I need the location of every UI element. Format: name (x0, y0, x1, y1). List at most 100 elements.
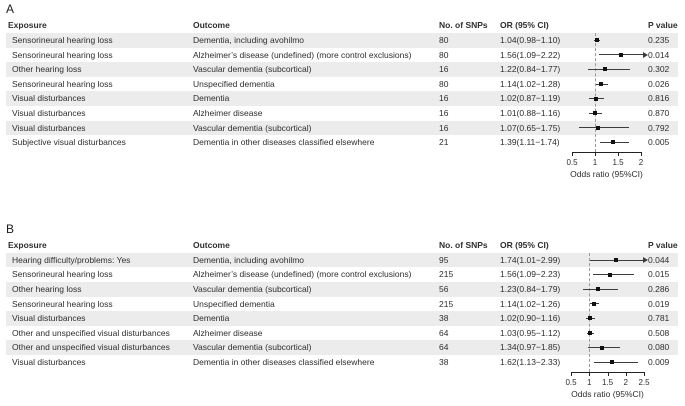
exposure-cell: Visual disturbances (12, 313, 86, 324)
ci-line (578, 127, 630, 129)
col-header-snps: No. of SNPs (439, 240, 488, 250)
pvalue-cell: 0.009 (648, 356, 670, 367)
or-ci-cell: 1.56(1.09−2.23) (500, 269, 561, 280)
or-marker (596, 125, 601, 130)
pvalue-cell: 0.044 (648, 254, 670, 265)
snps-cell: 16 (439, 64, 449, 75)
ci-line (587, 68, 631, 70)
pvalue-cell: 0.005 (648, 137, 670, 148)
or-marker (594, 38, 599, 43)
pvalue-cell: 0.235 (648, 35, 670, 46)
panel-rows-0: Sensorineural hearing loss Dementia, incl… (6, 33, 678, 150)
exposure-cell: Hearing difficulty/problems: Yes (12, 254, 131, 265)
exposure-cell: Other and unspecified visual disturbance… (12, 327, 170, 338)
exposure-cell: Visual disturbances (12, 122, 86, 133)
outcome-cell: Vascular dementia (subcortical) (193, 64, 312, 75)
col-header-exposure: Exposure (8, 20, 47, 31)
pvalue-cell: 0.870 (648, 108, 670, 119)
reference-line (589, 252, 591, 372)
snps-cell: 80 (439, 49, 449, 60)
axis-tick-label: 0.5 (566, 157, 578, 167)
table-row: Visual disturbances Dementia 16 1.02(0.87−1… (6, 91, 678, 106)
col-header-or: OR (95% CI) (500, 240, 549, 250)
or-ci-cell: 1.01(0.88−1.16) (500, 108, 561, 119)
panel-b-label: B (6, 221, 15, 236)
or-ci-cell: 1.74(1.01−2.99) (500, 254, 561, 265)
col-header-plot-spacer (563, 238, 642, 253)
or-ci-cell: 1.07(0.65−1.75) (500, 122, 561, 133)
or-ci-cell: 1.62(1.13−2.33) (500, 356, 561, 367)
plot-cell (563, 62, 642, 77)
exposure-cell: Visual disturbances (12, 108, 86, 119)
header-row: Exposure Outcome No. of SNPs OR (95% CI)… (6, 18, 678, 33)
or-ci-cell: 1.14(1.02−1.28) (500, 78, 561, 89)
outcome-cell: Alzheimer disease (193, 108, 263, 119)
snps-cell: 16 (439, 93, 449, 104)
snps-cell: 215 (439, 298, 454, 309)
exposure-cell: Other and unspecified visual disturbance… (12, 342, 170, 353)
axis-tick (589, 371, 591, 376)
snps-cell: 95 (439, 254, 449, 265)
or-ci-cell: 1.03(0.95−1.12) (500, 327, 561, 338)
snps-cell: 80 (439, 78, 449, 89)
exposure-cell: Sensorineural hearing loss (12, 35, 113, 46)
or-marker (593, 96, 598, 101)
table-row: Visual disturbances Alzheimer disease 16 1.… (6, 106, 678, 121)
or-ci-cell: 1.34(0.97−1.85) (500, 342, 561, 353)
plot-cell (563, 267, 642, 282)
panel-a-table: Exposure Outcome No. of SNPs OR (95% CI)… (6, 18, 678, 186)
table-row: Sensorineural hearing loss Alzheimer’s di… (6, 267, 678, 282)
pvalue-cell: 0.508 (648, 327, 670, 338)
or-marker (607, 272, 612, 277)
pvalue-cell: 0.286 (648, 283, 670, 294)
outcome-cell: Alzheimer’s disease (undefined) (more co… (193, 49, 412, 60)
outcome-cell: Dementia (193, 93, 230, 104)
or-ci-cell: 1.14(1.02−1.26) (500, 298, 561, 309)
or-marker (610, 140, 615, 145)
table-row: Sensorineural hearing loss Alzheimer’s di… (6, 48, 678, 63)
exposure-cell: Other hearing loss (12, 283, 82, 294)
pvalue-cell: 0.816 (648, 93, 670, 104)
table-row: Hearing difficulty/problems: Yes Dementia… (6, 252, 678, 268)
outcome-cell: Alzheimer’s disease (undefined) (more co… (193, 269, 412, 280)
table-row: Visual disturbances Dementia in other dis… (6, 355, 678, 370)
or-marker (592, 301, 597, 306)
plot-cell (563, 91, 642, 106)
col-header-outcome: Outcome (193, 20, 230, 31)
outcome-cell: Dementia, including avohilmo (193, 35, 305, 46)
col-header-exposure: Exposure (8, 240, 47, 250)
or-marker (593, 111, 598, 116)
outcome-cell: Dementia (193, 313, 230, 324)
outcome-cell: Unspecified dementia (193, 78, 275, 89)
snps-cell: 80 (439, 35, 449, 46)
panel-a: A Exposure Outcome No. of SNPs OR (95% C… (6, 2, 685, 186)
or-marker (588, 331, 593, 336)
table-row: Other and unspecified visual disturbance… (6, 326, 678, 341)
pvalue-cell: 0.781 (648, 313, 670, 324)
or-marker (599, 82, 604, 87)
table-row: Other hearing loss Vascular dementia (sub… (6, 62, 678, 77)
plot-cell (563, 121, 642, 136)
or-ci-cell: 1.56(1.09−2.22) (500, 49, 561, 60)
plot-cell (563, 282, 642, 297)
col-header-plot-spacer (563, 18, 642, 33)
or-ci-cell: 1.04(0.98−1.10) (500, 35, 561, 46)
table-row: Visual disturbances Vascular dementia (su… (6, 120, 678, 136)
axis-tick (625, 371, 627, 376)
plot-cell (563, 253, 648, 268)
axis-tick (641, 151, 642, 156)
arrow-right-icon (643, 257, 648, 264)
or-marker (609, 360, 614, 365)
axis-tick (595, 151, 596, 156)
plot-cell (563, 135, 642, 150)
panel-rows-1: Hearing difficulty/problems: Yes Dementia… (6, 252, 678, 370)
plot-cell (563, 77, 642, 92)
or-marker (595, 287, 600, 292)
pvalue-cell: 0.014 (648, 49, 670, 60)
or-marker (599, 345, 604, 350)
axis-tick-label: 1 (592, 157, 598, 167)
pvalue-cell: 0.026 (648, 78, 670, 89)
axis-tick-label: 0.5 (565, 377, 577, 387)
axis-tick (571, 371, 572, 376)
snps-cell: 215 (439, 269, 454, 280)
